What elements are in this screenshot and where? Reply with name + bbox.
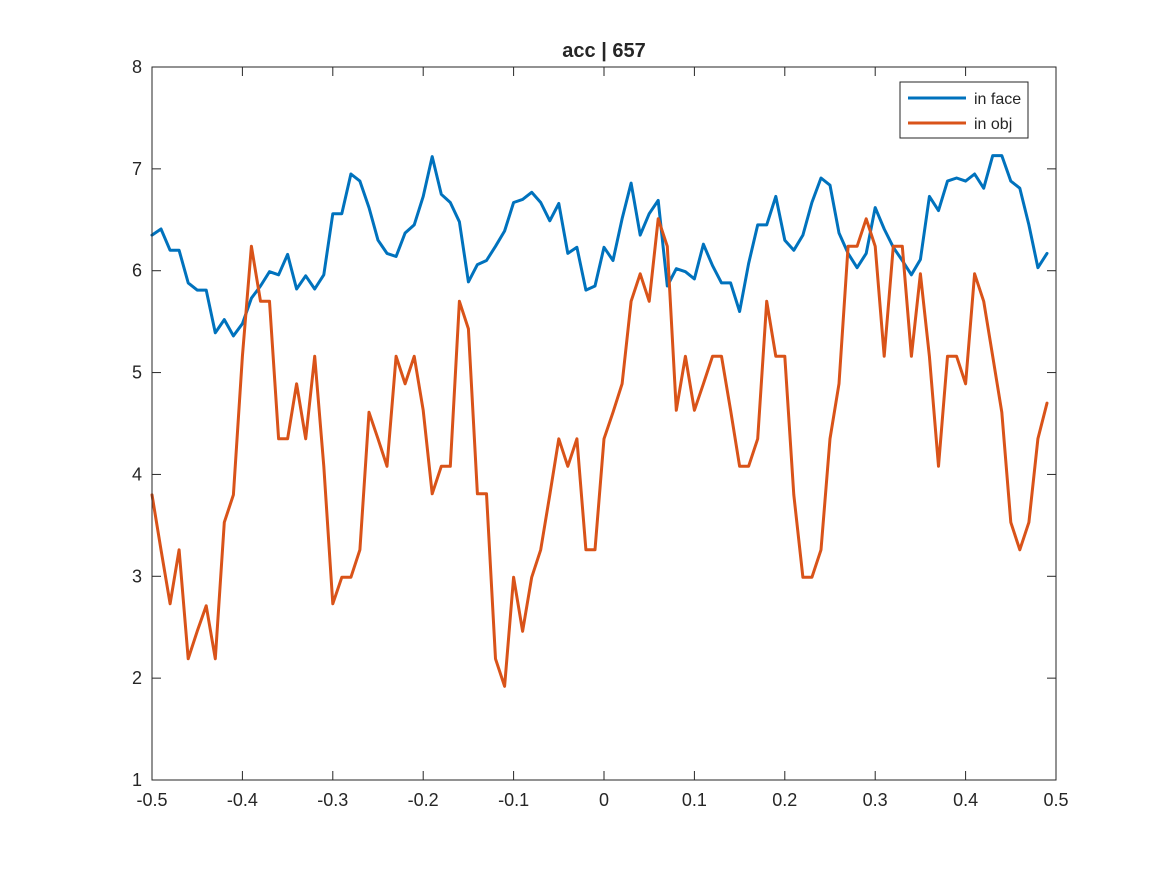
series-layer — [150, 154, 1049, 688]
chart-title: acc | 657 — [562, 40, 645, 62]
axes-box — [151, 66, 1057, 781]
x-tick-label: -0.4 — [227, 790, 258, 810]
x-tick-label: 0.1 — [682, 790, 707, 810]
y-tick-label: 5 — [132, 363, 142, 383]
x-tick-label: -0.1 — [498, 790, 529, 810]
x-tick-label: 0.2 — [772, 790, 797, 810]
y-tick-label: 4 — [132, 464, 142, 484]
legend-label-in-face: in face — [974, 91, 1021, 108]
y-tick-label: 2 — [132, 668, 142, 688]
x-tick-label: 0.3 — [863, 790, 888, 810]
y-tick-label: 1 — [132, 770, 142, 790]
y-tick-label: 7 — [132, 159, 142, 179]
x-tick-label: 0.4 — [953, 790, 978, 810]
y-tick-label: 6 — [132, 261, 142, 281]
x-tick-label: -0.3 — [317, 790, 348, 810]
x-tick-label: -0.5 — [136, 790, 167, 810]
legend-box — [899, 81, 1029, 139]
x-tick-label: 0 — [599, 790, 609, 810]
legend: in face in obj — [899, 81, 1029, 139]
plot-area — [152, 67, 1056, 780]
series-line-in-face — [150, 154, 1049, 338]
axis-tick-labels: -0.5 -0.4 -0.3 -0.2 -0.1 0 0.1 0.2 0.3 0.4 0.5 1 2 3 4… — [132, 57, 1069, 810]
x-tick-label: 0.5 — [1043, 790, 1068, 810]
legend-label-in-obj: in obj — [974, 116, 1012, 133]
x-tick-label: -0.2 — [408, 790, 439, 810]
y-tick-label: 8 — [132, 57, 142, 77]
series-line-in-obj — [150, 217, 1049, 688]
y-tick-label: 3 — [132, 566, 142, 586]
